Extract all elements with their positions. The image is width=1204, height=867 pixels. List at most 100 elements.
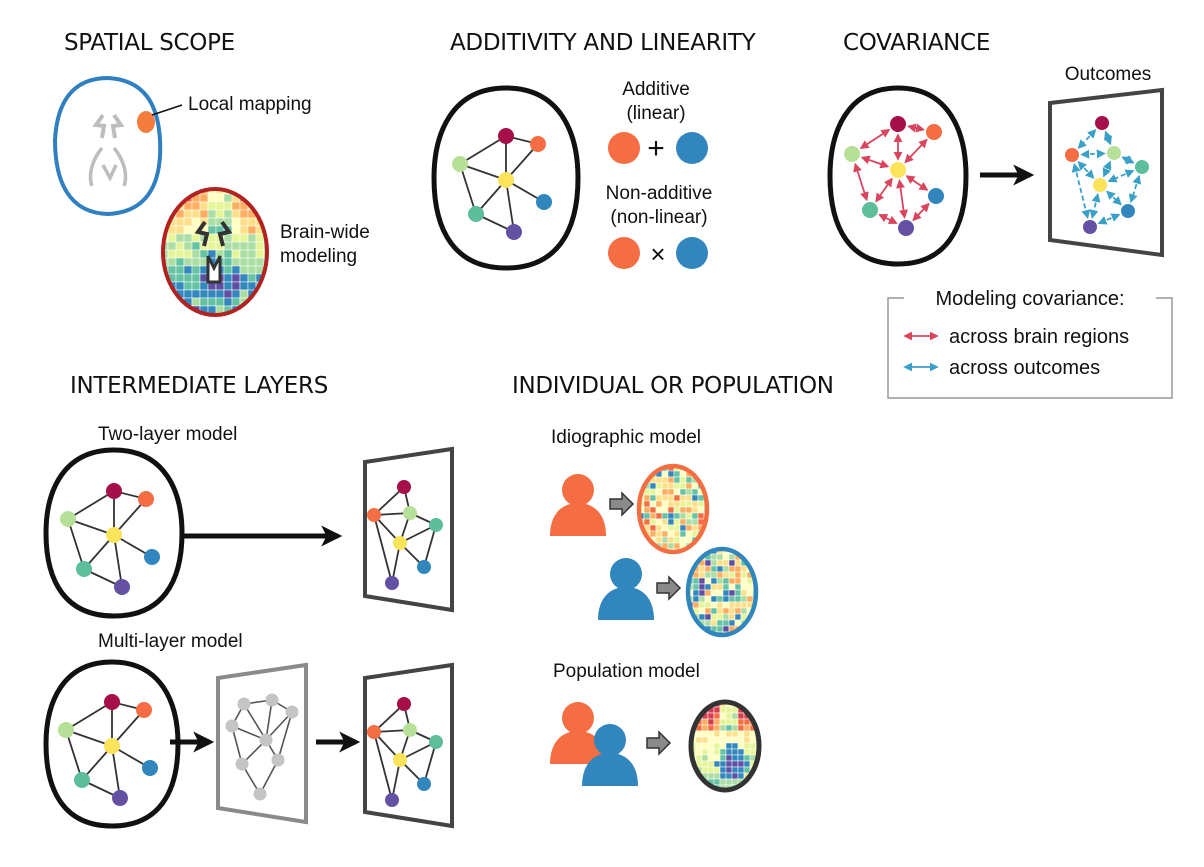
heatmap-cell xyxy=(722,619,730,627)
covariance-red-arrow xyxy=(853,162,869,202)
heatmap-cell xyxy=(167,265,177,275)
heatmap-cell xyxy=(743,754,751,762)
heatmap-cell xyxy=(673,536,681,544)
heatmap-cell xyxy=(713,760,721,768)
heatmap-cell xyxy=(737,736,745,744)
network-node-blue xyxy=(142,760,158,776)
heatmap-cell xyxy=(191,241,201,251)
network-node-light_green xyxy=(452,156,468,172)
heatmap-cell xyxy=(649,494,657,502)
heatmap-cell xyxy=(737,748,745,756)
heatmap-cell xyxy=(263,305,267,315)
heatmap-cell xyxy=(743,736,751,744)
heatmap-cell xyxy=(725,706,733,714)
heatmap-cell xyxy=(649,488,657,496)
heatmap-cell xyxy=(725,712,733,720)
heatmap-cell xyxy=(734,613,742,621)
heatmap-cell xyxy=(716,577,724,585)
brainwide-label-line2: modeling xyxy=(280,246,357,267)
heatmap-cell xyxy=(725,718,733,726)
heatmap-cell xyxy=(191,281,201,291)
network-node-crimson xyxy=(890,116,906,132)
network-node-teal xyxy=(429,518,443,532)
covariance-brain xyxy=(827,85,969,267)
heatmap-cell xyxy=(722,553,730,561)
heatmap-cell xyxy=(667,506,675,514)
additive-orange-circle xyxy=(608,132,640,164)
heatmap-cell xyxy=(183,189,193,195)
network-node-yellow xyxy=(1093,178,1107,192)
covariance-red-arrow xyxy=(912,202,930,222)
heatmap-cell xyxy=(661,506,669,514)
heatmap-cell xyxy=(695,742,703,750)
heatmap-cell xyxy=(722,559,730,567)
small-arrow-icon-3 xyxy=(646,730,672,756)
heatmap-cell xyxy=(167,189,177,195)
network-node-crimson xyxy=(498,128,514,144)
heatmap-cell xyxy=(239,313,249,315)
network-node-purple xyxy=(506,224,522,240)
heatmap-cell xyxy=(752,631,756,635)
heatmap-cell xyxy=(698,607,706,615)
heatmap-cell xyxy=(215,209,225,219)
heatmap-cell xyxy=(167,225,177,235)
heatmap-cell xyxy=(263,201,267,211)
covariance-blue-arrow xyxy=(1106,190,1122,206)
heatmap-cell xyxy=(719,748,727,756)
heatmap-cell xyxy=(752,553,756,561)
heatmap-cell xyxy=(749,778,757,786)
heatmap-cell xyxy=(239,241,249,251)
network-edge xyxy=(67,518,115,536)
local-mapping-pointer xyxy=(151,104,183,116)
heatmap-cell xyxy=(673,476,681,484)
heatmap-cell xyxy=(263,193,267,203)
heatmap-cell xyxy=(673,530,681,538)
hidden-node xyxy=(235,757,249,771)
heatmap-cell xyxy=(175,305,185,315)
heatmap-cell xyxy=(649,518,657,526)
heatmap-cell xyxy=(752,625,756,633)
heatmap-cell xyxy=(716,565,724,573)
heatmap-cell xyxy=(239,225,249,235)
heatmap-cell xyxy=(752,613,756,621)
heatmap-cell xyxy=(692,583,700,591)
heatmap-cell xyxy=(639,476,645,484)
heatmap-cell xyxy=(710,577,718,585)
heatmap-cell xyxy=(695,784,703,790)
heatmap-cell xyxy=(695,754,703,762)
heatmap-cell xyxy=(740,577,748,585)
heatmap-cell xyxy=(722,565,730,573)
heatmap-cell xyxy=(685,512,693,520)
network-node-light_green xyxy=(1107,146,1121,160)
heatmap-cell xyxy=(698,583,706,591)
network-edge xyxy=(459,163,507,181)
hidden-node xyxy=(285,705,299,719)
hidden-node xyxy=(225,719,239,733)
heatmap-cell xyxy=(703,536,707,544)
heatmap-cell xyxy=(728,559,736,567)
heatmap-cell xyxy=(649,530,657,538)
heatmap-cell xyxy=(655,518,663,526)
heatmap-cell xyxy=(667,512,675,520)
heatmap-cell xyxy=(167,249,177,259)
heatmap-cell xyxy=(725,730,733,738)
person-orange-icon xyxy=(550,474,606,536)
network-node-crimson xyxy=(106,483,122,499)
covariance-red-arrow xyxy=(905,175,929,191)
heatmap-cell xyxy=(163,305,169,315)
nonadditive-label-line1: Non-additive xyxy=(606,183,713,204)
hidden-node xyxy=(253,787,267,801)
heatmap-cell xyxy=(704,589,712,597)
heatmap-cell xyxy=(740,571,748,579)
covariance-red-arrow xyxy=(859,129,891,149)
heatmap-cell xyxy=(707,766,715,774)
heatmap-cell xyxy=(728,595,736,603)
outcomes-network xyxy=(1065,116,1149,234)
heatmap-cell xyxy=(183,209,193,219)
heatmap-cell xyxy=(655,506,663,514)
heatmap-cell xyxy=(731,724,739,732)
heatmap-cell xyxy=(737,760,745,768)
network-edge xyxy=(505,143,539,181)
heatmap-cell xyxy=(752,559,756,567)
heatmap-cell xyxy=(643,518,651,526)
